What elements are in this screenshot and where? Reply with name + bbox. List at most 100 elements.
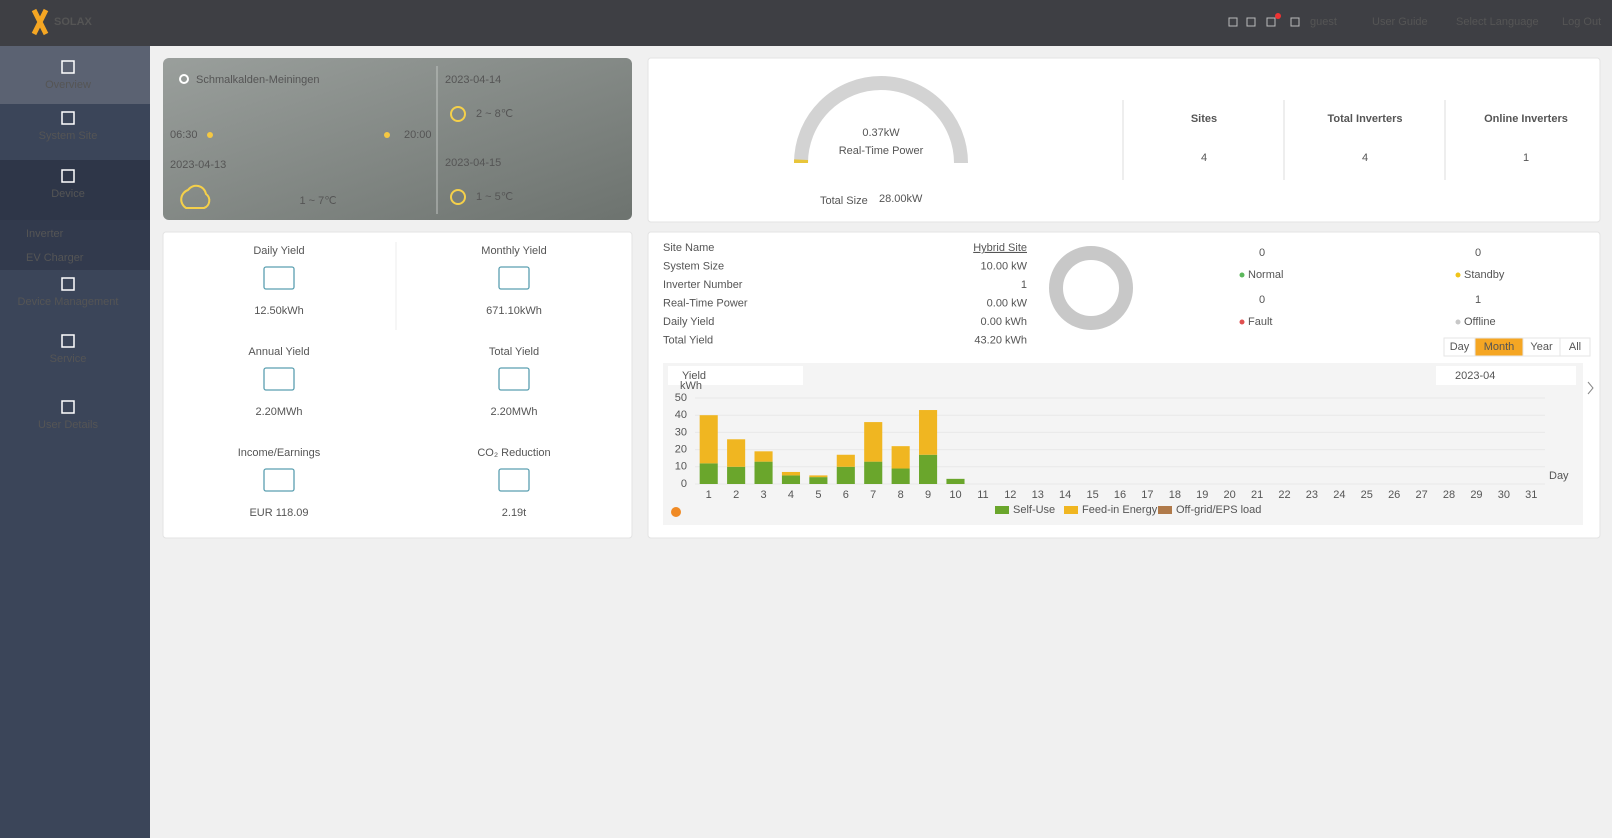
next-arrow[interactable] — [1587, 381, 1594, 395]
chart-area — [663, 363, 1583, 525]
power-card — [647, 57, 1601, 223]
location-icon — [179, 74, 189, 84]
legend-swatch — [1064, 506, 1078, 514]
yield-value: EUR 118.09 — [249, 507, 308, 519]
forecast-icon — [450, 106, 466, 122]
submenu-item[interactable]: EV Charger — [26, 252, 84, 264]
yield-value: 2.20MWh — [490, 406, 537, 418]
bar — [836, 466, 855, 484]
forecast-temp: 1 ~ 5℃ — [476, 191, 513, 203]
bar — [699, 463, 718, 484]
header-icon[interactable] — [1246, 17, 1256, 27]
stat-value: 4 — [1362, 152, 1368, 164]
sun — [384, 132, 390, 138]
x-tick-label: 14 — [1059, 489, 1071, 501]
stat-value: 4 — [1201, 152, 1207, 164]
menu-icon — [61, 277, 75, 291]
status-dot — [1455, 272, 1461, 278]
gauge-title: Real-Time Power — [839, 145, 924, 157]
x-tick-label: 27 — [1415, 489, 1427, 501]
x-tick-label: 29 — [1470, 489, 1482, 501]
yield-value: 2.19t — [502, 507, 526, 519]
legend-label[interactable]: Off-grid/EPS load — [1176, 504, 1261, 516]
x-tick-label: 3 — [760, 489, 766, 501]
x-tick-label: 16 — [1114, 489, 1126, 501]
header-icon[interactable] — [1290, 17, 1300, 27]
forecast-icon — [450, 189, 466, 205]
sunset: 20:00 — [404, 129, 432, 141]
tab-label[interactable]: Day — [1450, 341, 1470, 353]
metric-select-label[interactable]: Yield — [682, 370, 706, 382]
metric-select[interactable] — [668, 366, 803, 385]
status-label: Fault — [1248, 316, 1272, 328]
x-tick-label: 9 — [925, 489, 931, 501]
yield-label: Income/Earnings — [238, 447, 321, 459]
header-bar — [0, 0, 1612, 46]
sun — [207, 132, 213, 138]
date-picker[interactable] — [1436, 366, 1576, 385]
status-count: 0 — [1259, 247, 1265, 259]
x-tick-label: 5 — [815, 489, 821, 501]
info-label: Real-Time Power — [663, 297, 748, 309]
x-tick-label: 22 — [1278, 489, 1290, 501]
x-tick-label: 15 — [1086, 489, 1098, 501]
yield-value: 12.50kWh — [254, 305, 304, 317]
x-tick-label: 21 — [1251, 489, 1263, 501]
logo: SOLAX — [54, 16, 93, 28]
forecast-temp: 2 ~ 8℃ — [476, 108, 513, 120]
x-tick-label: 20 — [1224, 489, 1236, 501]
tab-label[interactable]: All — [1569, 341, 1581, 353]
yield-icon — [498, 266, 530, 290]
menu-item[interactable]: User Details — [38, 419, 98, 431]
stat-label: Online Inverters — [1484, 113, 1568, 125]
header-icon[interactable] — [1228, 17, 1238, 27]
menu-item[interactable]: Service — [50, 353, 87, 365]
bar — [727, 466, 746, 484]
bar — [919, 454, 938, 484]
yield-value: 2.20MWh — [255, 406, 302, 418]
menu-item[interactable]: System Site — [39, 130, 98, 142]
tab-label[interactable]: Month — [1484, 341, 1515, 353]
info-label: Site Name — [663, 242, 714, 254]
menu-icon — [61, 334, 75, 348]
info-value[interactable]: Hybrid Site — [973, 242, 1027, 254]
bar — [836, 454, 855, 467]
logo-mark — [31, 8, 49, 36]
total-size-label: Total Size — [820, 195, 868, 207]
legend-label[interactable]: Self-Use — [1013, 504, 1055, 516]
sunrise: 06:30 — [170, 129, 198, 141]
date-label[interactable]: 2023-04 — [1455, 370, 1495, 382]
yield-label: Daily Yield — [253, 245, 304, 257]
tab-label[interactable]: Year — [1530, 341, 1553, 353]
header-link[interactable]: Select Language — [1456, 16, 1539, 28]
status-label: Standby — [1464, 269, 1505, 281]
submenu-item[interactable]: Inverter — [26, 228, 64, 240]
status-label: Offline — [1464, 316, 1496, 328]
x-tick-label: 1 — [706, 489, 712, 501]
location: Schmalkalden-Meiningen — [196, 74, 320, 86]
bar — [946, 478, 965, 484]
tab[interactable] — [1559, 337, 1591, 357]
legend-swatch — [1158, 506, 1172, 514]
yield-label: Monthly Yield — [481, 245, 546, 257]
yield-label: Total Yield — [489, 346, 539, 358]
menu-item[interactable]: Overview — [45, 79, 91, 91]
menu-item[interactable]: Device — [51, 188, 85, 200]
header-link[interactable]: User Guide — [1372, 16, 1428, 28]
y-tick-label: 0 — [681, 478, 687, 490]
x-tick-label: 2 — [733, 489, 739, 501]
gauge-value: 0.37kW — [862, 127, 900, 139]
x-tick-label: 24 — [1333, 489, 1345, 501]
menu-item[interactable]: Device Management — [18, 296, 119, 308]
y-tick-label: 20 — [675, 444, 687, 456]
header-link[interactable]: Log Out — [1562, 16, 1601, 28]
user[interactable]: guest — [1310, 16, 1337, 28]
x-tick-label: 11 — [977, 489, 988, 501]
bar — [754, 461, 773, 484]
info-value: 10.00 kW — [981, 260, 1028, 272]
header-icon[interactable] — [1266, 17, 1276, 27]
legend-label[interactable]: Feed-in Energy — [1082, 504, 1158, 516]
bar — [727, 439, 746, 467]
x-label: Day — [1549, 470, 1569, 482]
